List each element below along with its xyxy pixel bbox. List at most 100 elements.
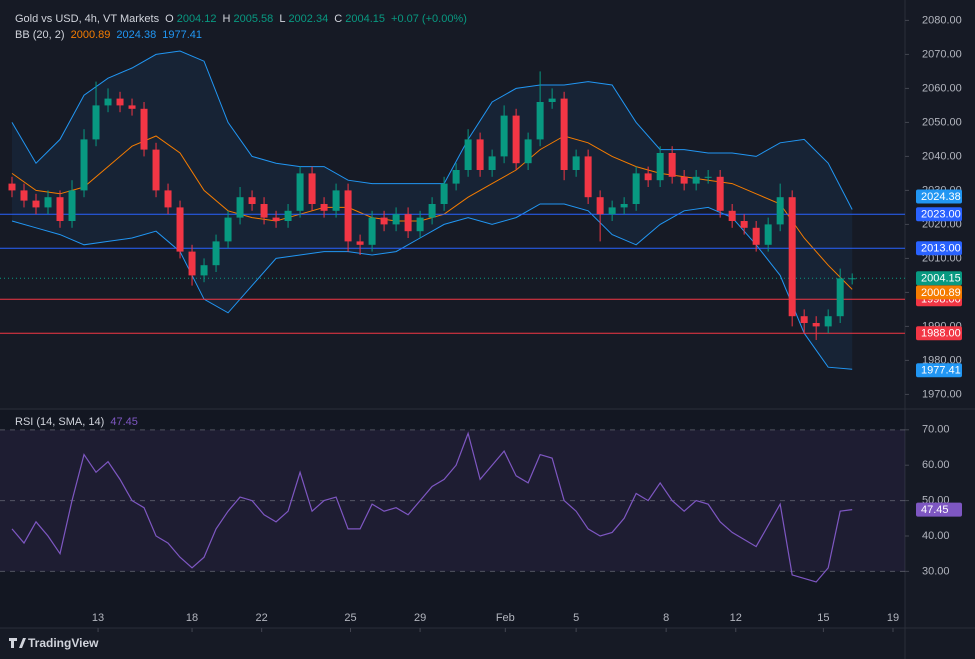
candle-body — [164, 190, 172, 208]
price-tag — [916, 207, 962, 222]
high: 2005.58 — [233, 13, 274, 25]
price-tag — [916, 502, 962, 517]
candle-body — [488, 156, 496, 170]
candle-body — [656, 153, 664, 181]
candle-body — [524, 139, 532, 164]
candle-body — [332, 190, 340, 211]
candle-body — [776, 197, 784, 225]
candle-body — [752, 227, 760, 245]
candle-body — [308, 173, 316, 204]
candle-body — [584, 156, 592, 198]
y-tick-label: 2080.00 — [922, 14, 962, 26]
y-tick-label: 2010.00 — [922, 252, 962, 264]
candle-body — [848, 278, 856, 280]
open: 2004.12 — [176, 13, 217, 25]
price-tag-label: 2024.38 — [921, 191, 961, 203]
candle-body — [320, 204, 328, 211]
candle-body — [392, 214, 400, 225]
price-tag-label: 2000.89 — [921, 287, 961, 299]
x-tick-label: 8 — [663, 612, 669, 624]
low: 2002.34 — [288, 13, 329, 25]
candle-body — [632, 173, 640, 204]
candle-body — [548, 98, 556, 102]
candle-body — [68, 190, 76, 221]
candle-body — [32, 200, 40, 208]
candle-body — [452, 170, 460, 184]
candle-body — [356, 241, 364, 245]
rsi-legend: RSI (14, SMA, 14) 47.45 — [15, 416, 141, 428]
candle-body — [116, 98, 124, 106]
candle-body — [536, 102, 544, 140]
x-tick-label: 5 — [573, 612, 579, 624]
price-tag-label: 2023.00 — [921, 209, 961, 221]
candle-body — [668, 153, 676, 177]
candle-body — [824, 316, 832, 327]
price-tag-label: 2013.00 — [921, 243, 961, 255]
ohlc-legend: Gold vs USD, 4h, VT Markets O 2004.12 H 20… — [15, 13, 470, 25]
candle-body — [152, 149, 160, 191]
price-tag-label: 1988.00 — [921, 328, 961, 340]
candle-body — [512, 115, 520, 164]
candle-body — [380, 217, 388, 225]
candle-body — [812, 323, 820, 327]
candle-body — [608, 207, 616, 215]
bb-upper — [11, 50, 853, 210]
x-tick-label: 18 — [186, 612, 198, 624]
candle-body — [680, 176, 688, 184]
logo: TradingView — [9, 636, 99, 650]
price-tag-label: 2004.15 — [921, 273, 961, 285]
candle-body — [716, 176, 724, 211]
candle-body — [836, 278, 844, 317]
candle-body — [644, 173, 652, 181]
candle-body — [236, 197, 244, 218]
x-tick-label: 12 — [730, 612, 742, 624]
candle-body — [596, 197, 604, 215]
candle-body — [704, 176, 712, 178]
candle-body — [344, 190, 352, 242]
x-tick-label: 19 — [887, 612, 899, 624]
candle-body — [176, 207, 184, 252]
logo-icon — [9, 638, 26, 648]
bb-middle: 2000.89 — [70, 29, 111, 41]
candle-body — [248, 197, 256, 204]
bb-lower: 1977.41 — [162, 29, 203, 41]
y-tick-label: 30.00 — [922, 565, 950, 577]
o-letter: O — [165, 13, 174, 25]
candle-body — [20, 190, 28, 201]
price-tag-label: 1977.41 — [921, 365, 961, 377]
y-tick-label: 60.00 — [922, 459, 950, 471]
l-letter: L — [279, 13, 286, 25]
x-tick-label: 22 — [256, 612, 268, 624]
candle-body — [464, 139, 472, 170]
brand: TradingView — [28, 636, 99, 650]
candle-body — [272, 217, 280, 221]
y-tick-label: 2040.00 — [922, 150, 962, 162]
candle-body — [428, 204, 436, 218]
candle-body — [620, 204, 628, 208]
candle-body — [368, 217, 376, 245]
candle-body — [8, 183, 16, 191]
candle-body — [104, 98, 112, 106]
rsi-value: 47.45 — [110, 416, 138, 428]
candle-body — [692, 176, 700, 184]
x-tick-label: 13 — [92, 612, 104, 624]
price-tag-label: 47.45 — [921, 504, 949, 516]
candle-body — [764, 224, 772, 245]
price-tag — [916, 285, 962, 300]
y-tick-label: 1970.00 — [922, 388, 962, 400]
price-tag — [916, 241, 962, 256]
bb-name: BB (20, 2) — [15, 29, 65, 41]
candle-body — [212, 241, 220, 266]
x-tick-label: 15 — [817, 612, 829, 624]
y-tick-label: 40.00 — [922, 530, 950, 542]
candle-body — [188, 251, 196, 276]
candle-body — [80, 139, 88, 191]
change: +0.07 (+0.00%) — [391, 13, 467, 25]
candle-body — [284, 210, 292, 221]
candle-body — [440, 183, 448, 204]
h-letter: H — [222, 13, 231, 25]
candle-body — [500, 115, 508, 157]
candle-body — [296, 173, 304, 211]
y-tick-label: 70.00 — [922, 424, 950, 436]
